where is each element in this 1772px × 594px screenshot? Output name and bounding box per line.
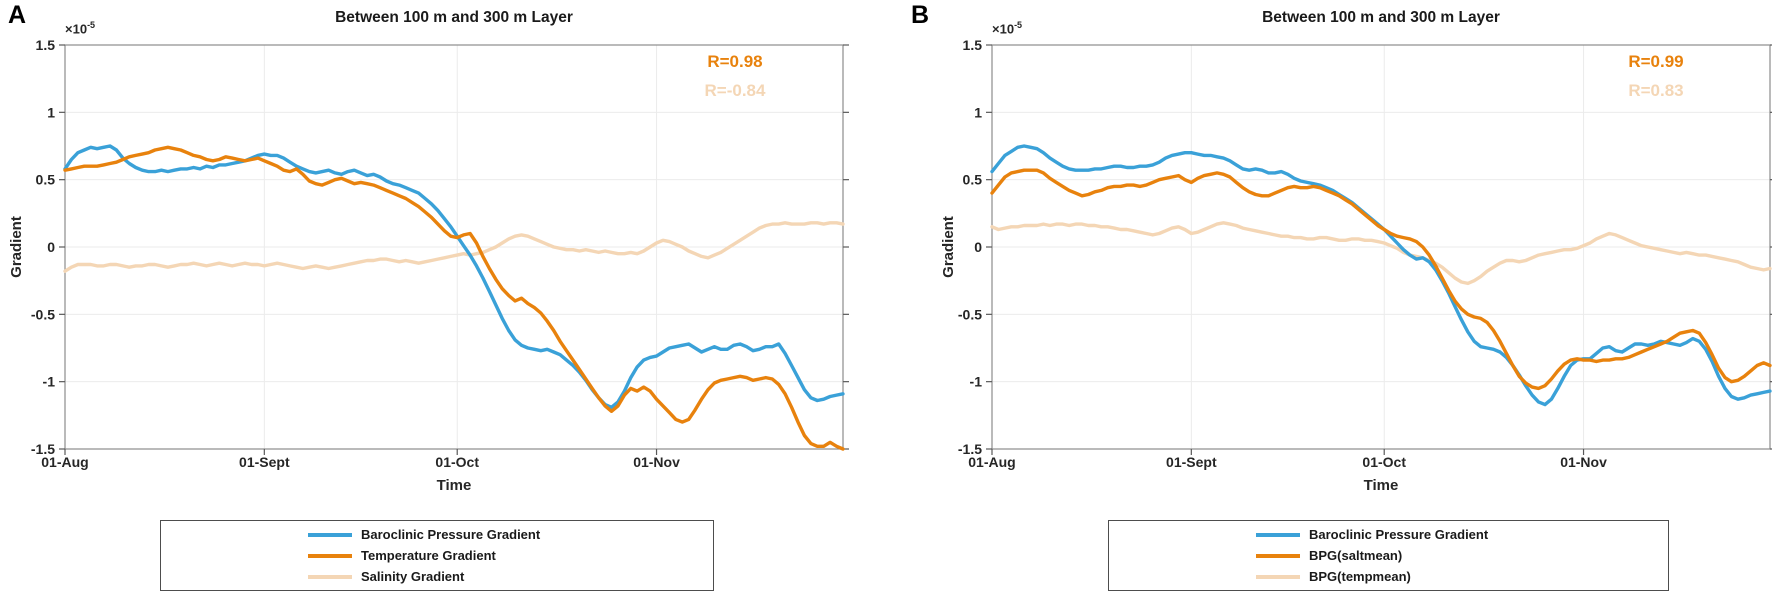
legend-item: BPG(saltmean) <box>1256 545 1668 566</box>
x-tick-label: 01-Aug <box>41 454 88 470</box>
x-tick-label: 01-Sept <box>239 454 290 470</box>
plot-area-b: 1.5 1 0.5 0 -0.5 -1 -1.501-Aug 01-Sept 01-Oct 01-… <box>958 37 1772 470</box>
correlation-annotations-a: R=0.98 R=-0.84 <box>689 47 781 105</box>
y-tick-label: 1.5 <box>36 37 56 53</box>
correlation-r1-a: R=0.98 <box>707 52 763 71</box>
correlation-r1-b: R=0.99 <box>1628 52 1684 71</box>
y-tick-label: 1.5 <box>963 37 983 53</box>
y-tick-label: -1 <box>43 374 56 390</box>
legend-label: Baroclinic Pressure Gradient <box>361 527 541 542</box>
legend-item: Temperature Gradient <box>308 545 713 566</box>
legend-swatch-peach <box>1256 574 1300 579</box>
correlation-annotations-b: R=0.99 R=0.83 <box>1610 47 1702 105</box>
legend-label: BPG(tempmean) <box>1309 569 1411 584</box>
series-line-salinity-gradient <box>63 221 845 273</box>
panel-a: 1.5 1 0.5 0 -0.5 -1 -1.5 01-Aug 01-Sept 01-Oct 01-… <box>8 1 849 591</box>
series-line-bpg-tempmean- <box>990 221 1772 286</box>
x-tick-label: 01-Oct <box>435 454 479 470</box>
legend-item: Baroclinic Pressure Gradient <box>308 524 713 545</box>
x-axis-label-a: Time <box>436 477 472 494</box>
panel-letter-b: B <box>911 1 930 29</box>
legend-label: Salinity Gradient <box>361 569 465 584</box>
legend-b: Baroclinic Pressure Gradient BPG(saltmea… <box>1108 520 1669 591</box>
y-tick-label: 0 <box>47 239 55 255</box>
correlation-r2-b: R=0.83 <box>1628 81 1684 100</box>
y-tick-label: 0 <box>974 239 982 255</box>
series-line-bpg-saltmean- <box>990 168 1772 391</box>
legend-swatch-orange <box>1256 553 1300 558</box>
y-tick-label: 1 <box>47 104 55 120</box>
plot-title-a: Between 100 m and 300 m Layer <box>335 9 573 26</box>
legend-swatch-blue <box>1256 532 1300 537</box>
plot-area-a: 1.5 1 0.5 0 -0.5 -1 -1.501-Aug 01-Sept 01-Oct 01-… <box>31 37 849 470</box>
y-tick-label: 0.5 <box>36 172 56 188</box>
legend-item: Baroclinic Pressure Gradient <box>1256 524 1668 545</box>
y-axis-label-b: Gradient <box>940 216 957 278</box>
correlation-r2-a: R=-0.84 <box>704 81 766 100</box>
legend-swatch-orange <box>308 553 352 558</box>
legend-swatch-peach <box>308 574 352 579</box>
x-tick-label: 01-Nov <box>1560 454 1607 470</box>
series-line-temperature-gradient <box>63 145 845 451</box>
y-axis-label-a: Gradient <box>8 216 25 278</box>
x-axis-label-b: Time <box>1363 477 1399 494</box>
legend-label: BPG(saltmean) <box>1309 548 1403 563</box>
x-tick-label: 01-Sept <box>1166 454 1217 470</box>
legend-label: Temperature Gradient <box>361 548 496 563</box>
y-axis-exponent-b: ×10-5 <box>992 20 1023 37</box>
series-line-baroclinic-pressure-gradient <box>63 144 845 409</box>
y-tick-label: 1 <box>974 104 982 120</box>
series-line-baroclinic-pressure-gradient <box>990 144 1772 407</box>
x-tick-label: 01-Nov <box>633 454 680 470</box>
legend-item: Salinity Gradient <box>308 566 713 587</box>
y-tick-label: -1 <box>970 374 983 390</box>
legend-item: BPG(tempmean) <box>1256 566 1668 587</box>
legend-label: Baroclinic Pressure Gradient <box>1309 527 1489 542</box>
y-tick-label: -0.5 <box>958 306 982 322</box>
legend-swatch-blue <box>308 532 352 537</box>
panel-b: 1.5 1 0.5 0 -0.5 -1 -1.5 01-Aug 01-Sept 01-Oct 01-… <box>886 0 1772 594</box>
x-tick-label: 01-Oct <box>1362 454 1406 470</box>
panel-letter-a: A <box>8 1 27 29</box>
y-tick-label: 0.5 <box>963 172 983 188</box>
x-tick-label: 01-Aug <box>968 454 1015 470</box>
y-tick-label: -0.5 <box>31 306 55 322</box>
plot-title-b: Between 100 m and 300 m Layer <box>1262 9 1500 26</box>
y-tick-label: -1.5 <box>958 441 982 457</box>
legend-a: Baroclinic Pressure Gradient Temperature… <box>160 520 714 591</box>
y-axis-exponent-a: ×10-5 <box>65 20 96 37</box>
y-tick-label: -1.5 <box>31 441 55 457</box>
